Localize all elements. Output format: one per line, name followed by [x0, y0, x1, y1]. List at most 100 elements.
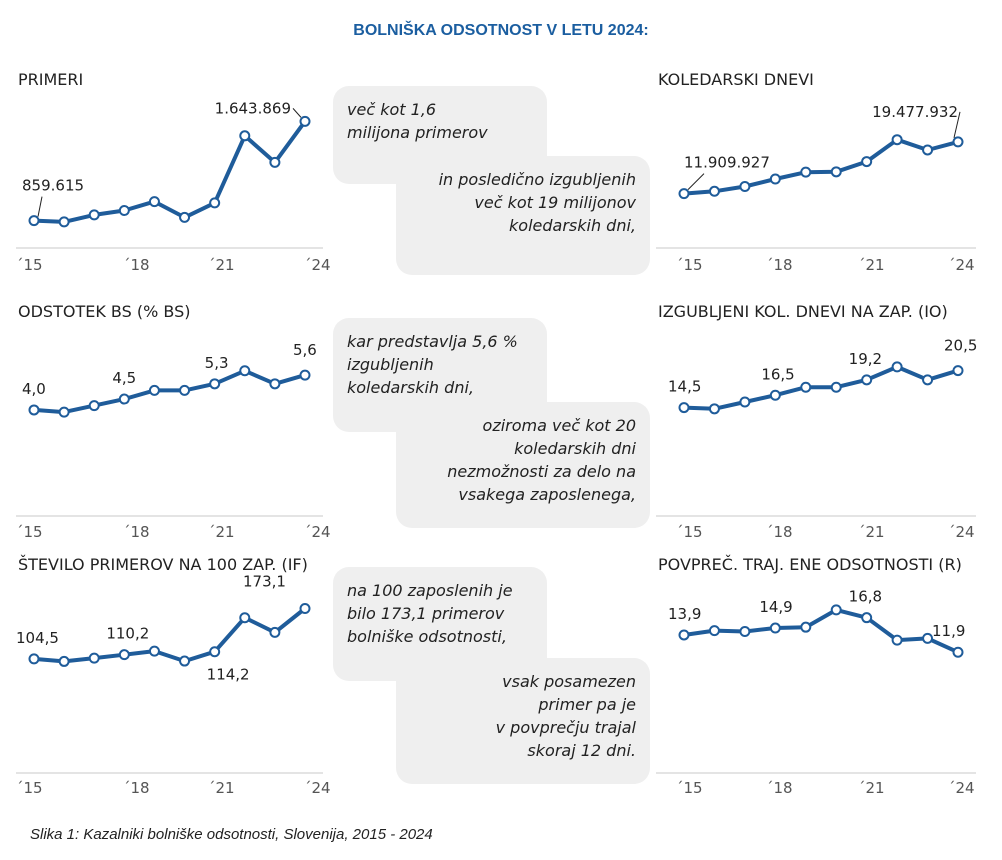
bubble-line: koledarskih dni, — [347, 378, 474, 397]
x-tick-label: ´15 — [16, 256, 43, 274]
data-point — [118, 204, 130, 216]
data-point — [678, 402, 690, 414]
x-tick-label: ´18 — [766, 256, 793, 274]
data-point — [88, 400, 100, 412]
data-point — [179, 384, 191, 396]
bubble-line: skoraj 12 dni. — [527, 741, 636, 760]
x-tick-label: ´18 — [766, 523, 793, 541]
bubble-line: vsak posamezen — [502, 672, 636, 691]
chart-panel-stevilo-primerov: ŠTEVILO PRIMEROV NA 100 ZAP. (IF) ´15 ´18… — [16, 555, 331, 800]
x-tick-label: ´18 — [766, 779, 793, 797]
data-point — [299, 369, 311, 381]
data-point — [952, 646, 964, 658]
data-point — [739, 181, 751, 193]
data-point — [148, 645, 160, 657]
data-point — [800, 381, 812, 393]
data-point — [891, 134, 903, 146]
text-bubble: vsak posamezen primer pa je v povprečju … — [396, 658, 650, 784]
text-bubble: oziroma več kot 20 koledarskih dni nezmo… — [396, 402, 650, 528]
data-point — [769, 173, 781, 185]
data-point — [58, 655, 70, 667]
data-point — [269, 626, 281, 638]
x-tick-label: ´24 — [304, 523, 331, 541]
bubble-line: bolniške odsotnosti, — [347, 627, 507, 646]
line-chart: ´15 ´18 ´21 ´24 104,5 110,2 114,2 173,1 — [16, 572, 331, 797]
x-tick-label: ´21 — [858, 523, 885, 541]
bubble-line: koledarskih dni — [514, 439, 636, 458]
chart-panel-izgubljeni-dnevi: IZGUBLJENI KOL. DNEVI NA ZAP. (IO) ´15 ´1… — [656, 302, 977, 542]
line-chart: ´15 ´18 ´21 ´24 859.615 1.643.869 — [16, 99, 331, 274]
data-label: 16,5 — [761, 365, 794, 383]
data-point — [861, 374, 873, 386]
x-tick-label: ´24 — [948, 779, 975, 797]
data-point — [922, 632, 934, 644]
data-point — [922, 144, 934, 156]
data-label: 1.643.869 — [215, 99, 291, 117]
data-point — [209, 378, 221, 390]
data-label: 4,5 — [112, 369, 136, 387]
data-point — [209, 646, 221, 658]
bubble-line: primer pa je — [538, 695, 636, 714]
bubble-line: nezmožnosti za delo na — [447, 462, 636, 481]
chart-title: ODSTOTEK BS (% BS) — [18, 302, 191, 321]
line-chart: ´15 ´18 ´21 ´24 13,9 14,9 16,8 11,9 — [656, 588, 976, 797]
bubble-line: v povprečju trajal — [495, 718, 636, 737]
data-label: 11,9 — [932, 622, 965, 640]
data-label: 11.909.927 — [684, 154, 770, 172]
bubble-line: in posledično izgubljenih — [438, 170, 636, 189]
data-label: 14,5 — [668, 378, 701, 396]
data-point — [209, 197, 221, 209]
series-line — [682, 607, 960, 655]
x-tick-label: ´24 — [304, 256, 331, 274]
data-point — [58, 406, 70, 418]
data-label: 859.615 — [22, 177, 84, 195]
x-tick-label: ´24 — [948, 256, 975, 274]
data-point — [299, 115, 311, 127]
data-point — [148, 196, 160, 208]
leader-line — [292, 108, 302, 118]
data-label: 5,6 — [293, 341, 317, 359]
x-tick-label: ´15 — [676, 523, 703, 541]
leader-line — [687, 173, 705, 190]
data-label: 4,0 — [22, 380, 46, 398]
x-tick-label: ´24 — [304, 779, 331, 797]
data-point — [708, 185, 720, 197]
data-point — [239, 130, 251, 142]
line-chart: ´15 ´18 ´21 ´24 14,5 16,5 19,2 20,5 — [656, 337, 977, 541]
x-tick-label: ´15 — [676, 779, 703, 797]
data-point — [861, 156, 873, 168]
data-label: 104,5 — [16, 629, 59, 647]
data-point — [299, 602, 311, 614]
data-point — [830, 166, 842, 178]
data-point — [269, 156, 281, 168]
leader-line — [953, 111, 961, 139]
data-point — [28, 215, 40, 227]
x-tick-label: ´24 — [948, 523, 975, 541]
data-label: 13,9 — [668, 605, 701, 623]
chart-title: PRIMERI — [18, 70, 84, 89]
data-label: 14,9 — [759, 598, 792, 616]
text-bubble: na 100 zaposlenih je bilo 173,1 primerov… — [333, 567, 547, 681]
x-tick-label: ´21 — [858, 779, 885, 797]
line-chart: ´15 ´18 ´21 ´24 11.909.927 19.477.932 — [656, 103, 976, 274]
line-chart: ´15 ´18 ´21 ´24 4,0 4,5 5,3 5,6 — [16, 341, 331, 541]
chart-panel-primeri: PRIMERI ´15 ´18 ´21 ´24 859.615 1.643.869 — [16, 70, 331, 275]
data-label: 5,3 — [205, 354, 229, 372]
figure-caption: Slika 1: Kazalniki bolniške odsotnosti, … — [30, 826, 433, 843]
bubble-line: več kot 1,6 — [347, 100, 437, 119]
data-point — [708, 403, 720, 415]
data-point — [678, 629, 690, 641]
data-point — [269, 378, 281, 390]
data-point — [830, 381, 842, 393]
text-bubble: in posledično izgubljenih več kot 19 mil… — [396, 156, 650, 275]
data-label: 16,8 — [849, 588, 882, 606]
bubble-line: izgubljenih — [347, 355, 434, 374]
data-point — [28, 653, 40, 665]
bubble-line: več kot 19 milijonov — [474, 193, 636, 212]
bubble-line: kar predstavlja 5,6 % — [347, 332, 518, 351]
data-point — [239, 612, 251, 624]
series-line — [32, 368, 307, 415]
data-point — [118, 649, 130, 661]
data-point — [179, 655, 191, 667]
x-tick-label: ´18 — [123, 523, 150, 541]
